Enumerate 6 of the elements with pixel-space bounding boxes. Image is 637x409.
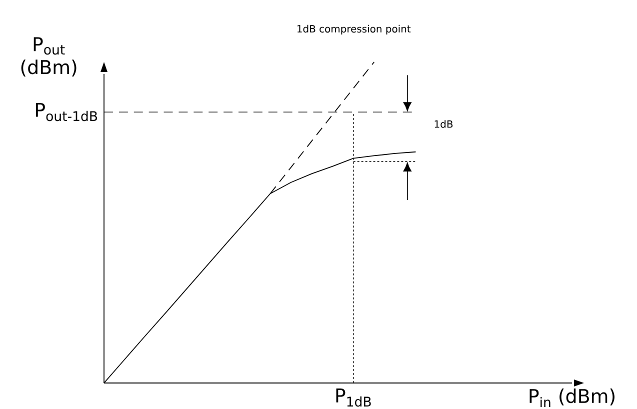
text: 1dB: [434, 120, 453, 128]
text: P$_{in}$ (dBm): [530, 388, 614, 408]
y-axis-title: P$_{out}$ (dBm): [21, 37, 76, 76]
text: P$_{1dB}$: [336, 388, 371, 407]
ref-line-label: P$_{out-1dB}$: [36, 103, 98, 122]
chart-title: 1dB compression point: [298, 24, 411, 35]
